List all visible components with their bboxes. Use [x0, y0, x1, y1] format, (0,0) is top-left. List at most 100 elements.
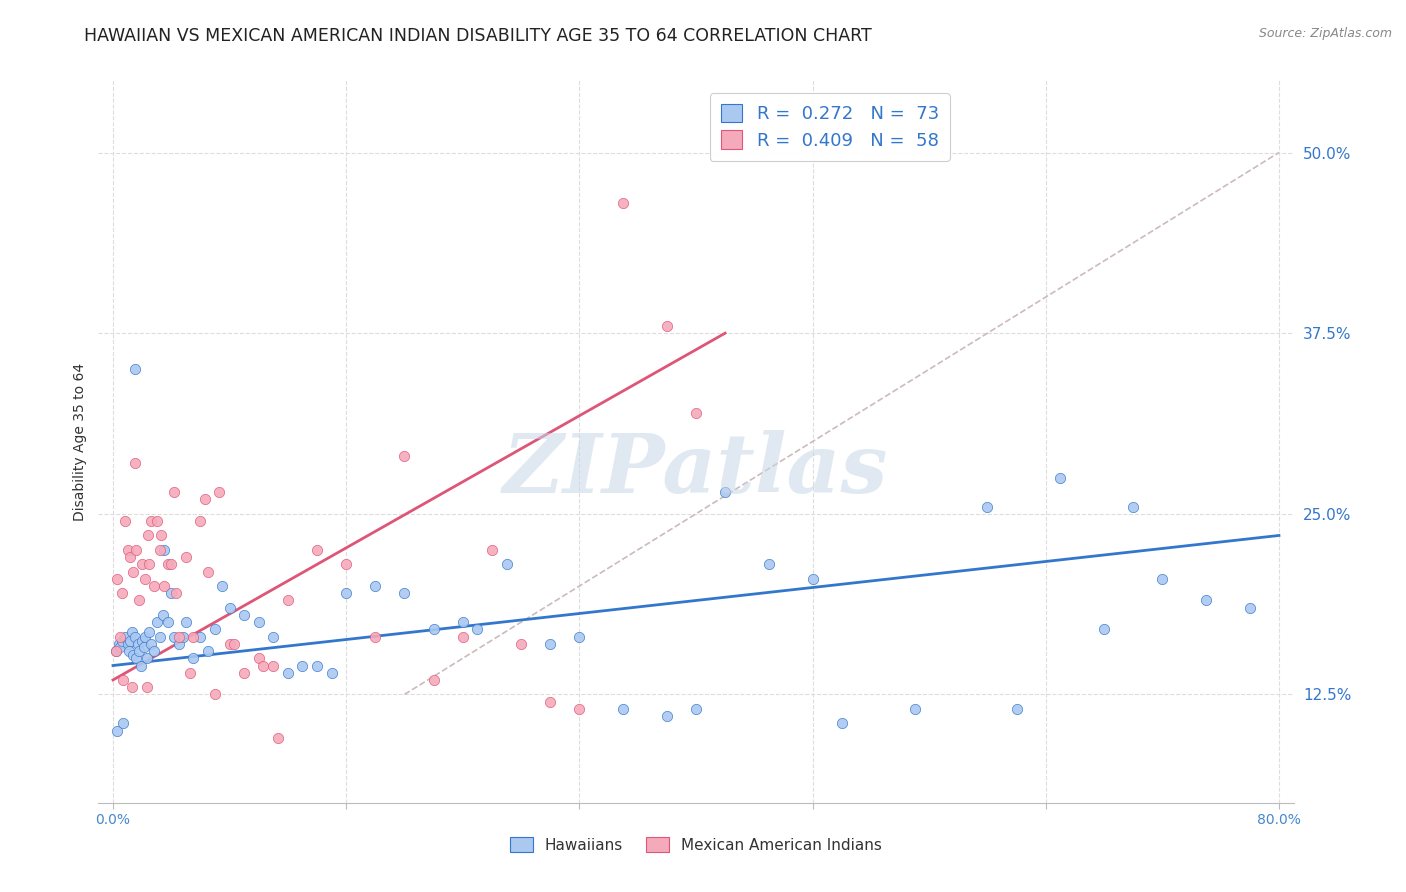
- Text: HAWAIIAN VS MEXICAN AMERICAN INDIAN DISABILITY AGE 35 TO 64 CORRELATION CHART: HAWAIIAN VS MEXICAN AMERICAN INDIAN DISA…: [84, 27, 872, 45]
- Point: [277, 593, 299, 607]
- Point: [190, 630, 212, 644]
- Point: [568, 630, 591, 644]
- Point: [153, 579, 176, 593]
- Point: [165, 586, 187, 600]
- Point: [364, 579, 387, 593]
- Point: [111, 586, 134, 600]
- Point: [568, 702, 591, 716]
- Point: [394, 586, 416, 600]
- Point: [128, 644, 150, 658]
- Point: [124, 630, 146, 644]
- Point: [125, 651, 148, 665]
- Point: [685, 702, 707, 716]
- Point: [139, 637, 162, 651]
- Point: [157, 558, 180, 572]
- Y-axis label: Disability Age 35 to 64: Disability Age 35 to 64: [73, 362, 87, 521]
- Legend: Hawaiians, Mexican American Indians: Hawaiians, Mexican American Indians: [502, 829, 890, 860]
- Point: [222, 637, 245, 651]
- Point: [467, 623, 489, 637]
- Point: [112, 673, 135, 687]
- Point: [167, 637, 190, 651]
- Point: [120, 550, 142, 565]
- Point: [218, 637, 240, 651]
- Point: [422, 623, 444, 637]
- Point: [124, 362, 146, 376]
- Point: [208, 485, 231, 500]
- Point: [262, 630, 284, 644]
- Point: [714, 485, 737, 500]
- Point: [142, 644, 165, 658]
- Point: [163, 630, 186, 644]
- Point: [179, 665, 201, 680]
- Point: [142, 579, 165, 593]
- Point: [125, 542, 148, 557]
- Point: [105, 723, 128, 738]
- Point: [1152, 572, 1174, 586]
- Point: [136, 528, 159, 542]
- Point: [321, 665, 343, 680]
- Point: [538, 637, 561, 651]
- Point: [128, 593, 150, 607]
- Point: [801, 572, 824, 586]
- Point: [335, 586, 357, 600]
- Point: [204, 623, 226, 637]
- Point: [139, 514, 162, 528]
- Point: [111, 634, 134, 648]
- Point: [160, 558, 183, 572]
- Point: [233, 665, 256, 680]
- Point: [510, 637, 533, 651]
- Point: [831, 716, 853, 731]
- Point: [655, 709, 678, 723]
- Point: [1195, 593, 1218, 607]
- Point: [121, 680, 143, 694]
- Point: [181, 651, 204, 665]
- Point: [204, 687, 226, 701]
- Point: [174, 550, 197, 565]
- Point: [495, 558, 517, 572]
- Point: [138, 558, 160, 572]
- Point: [305, 542, 328, 557]
- Point: [167, 630, 190, 644]
- Point: [114, 630, 136, 644]
- Point: [110, 630, 132, 644]
- Point: [118, 644, 141, 658]
- Point: [120, 634, 142, 648]
- Text: Source: ZipAtlas.com: Source: ZipAtlas.com: [1258, 27, 1392, 40]
- Point: [538, 695, 561, 709]
- Point: [903, 702, 925, 716]
- Point: [247, 615, 270, 630]
- Point: [135, 651, 157, 665]
- Point: [335, 558, 357, 572]
- Point: [758, 558, 780, 572]
- Point: [190, 514, 212, 528]
- Point: [267, 731, 290, 745]
- Point: [233, 607, 256, 622]
- Point: [145, 615, 167, 630]
- Point: [181, 630, 204, 644]
- Point: [1239, 600, 1261, 615]
- Point: [150, 528, 173, 542]
- Point: [1122, 500, 1144, 514]
- Point: [153, 542, 176, 557]
- Point: [612, 702, 634, 716]
- Point: [117, 542, 139, 557]
- Point: [149, 630, 172, 644]
- Point: [157, 615, 180, 630]
- Point: [655, 318, 678, 333]
- Point: [163, 485, 186, 500]
- Point: [134, 630, 156, 644]
- Point: [976, 500, 998, 514]
- Point: [114, 514, 136, 528]
- Point: [612, 196, 634, 211]
- Point: [134, 572, 156, 586]
- Point: [135, 680, 157, 694]
- Point: [131, 558, 153, 572]
- Point: [145, 514, 167, 528]
- Point: [174, 615, 197, 630]
- Point: [105, 572, 128, 586]
- Point: [194, 492, 217, 507]
- Point: [172, 630, 194, 644]
- Point: [422, 673, 444, 687]
- Point: [451, 615, 474, 630]
- Point: [481, 542, 503, 557]
